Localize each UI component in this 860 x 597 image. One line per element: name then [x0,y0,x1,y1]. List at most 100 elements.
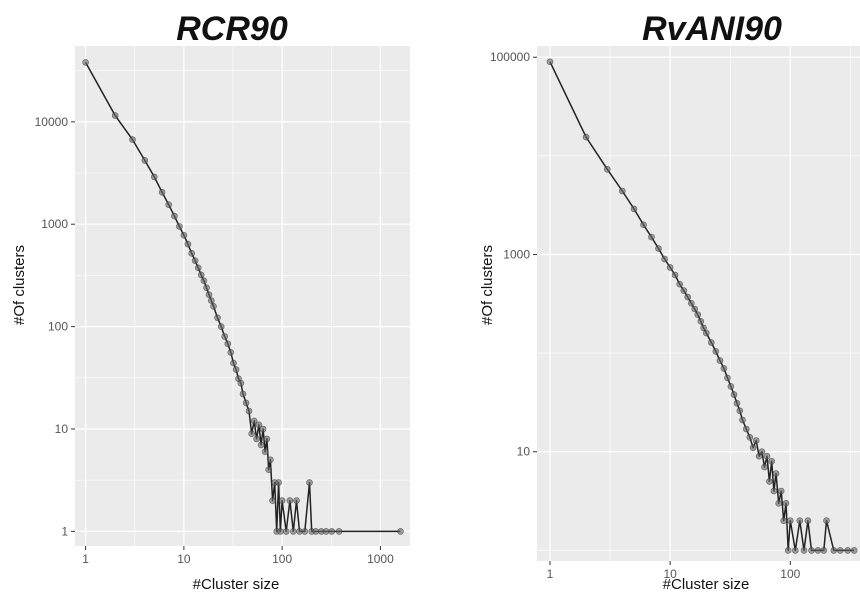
data-point [716,357,724,364]
data-point [261,448,269,456]
data-point [237,379,245,387]
data-point [700,324,707,332]
data-point [800,547,808,554]
x-tick-label: 10 [177,552,191,566]
data-point [784,547,792,554]
data-point [293,497,300,504]
data-point [245,407,253,415]
data-point [239,390,247,398]
data-point [766,478,773,485]
data-point [111,112,119,119]
data-point [603,166,611,173]
data-point [267,456,274,464]
data-point [277,528,284,535]
data-point [269,497,276,504]
data-point [768,457,776,465]
data-point [165,201,172,208]
data-point [208,297,215,304]
data-point [275,479,282,486]
data-point [684,293,692,301]
data-point [82,59,89,66]
data-point [775,499,783,507]
data-point [712,348,720,355]
data-point [823,517,830,525]
data-point [697,317,705,325]
data-point [749,444,757,452]
data-point [158,189,166,196]
data-point [282,528,290,535]
data-point [230,359,237,367]
plot-background [537,46,860,561]
data-point [214,314,221,322]
data-point [791,547,799,554]
data-point [648,233,655,241]
data-point [335,528,343,535]
data-point [796,517,804,525]
data-point [730,391,738,398]
data-point [265,466,273,474]
data-point [758,448,766,456]
data-point [278,497,286,504]
data-point [171,212,178,220]
y-tick-label: 1 [61,524,68,538]
data-point [312,528,320,535]
data-point [546,58,554,66]
data-point [763,452,771,460]
data-point [255,421,263,429]
data-point [694,311,702,319]
data-point [176,223,183,230]
data-point [707,339,715,346]
data-point [397,528,404,535]
data-point [322,528,330,535]
data-point [808,547,815,554]
x-tick-label: 1000 [367,552,394,566]
panel-title: RvANI90 [642,10,782,48]
data-point [191,257,199,265]
data-point [680,287,688,294]
x-tick-label: 100 [780,567,800,581]
data-point [151,173,158,181]
data-point [141,157,149,164]
data-point [727,383,735,390]
panel-rcr90: RCR90 #Of clusters #Cluster size 1 10 100 1… [11,10,410,593]
data-point [777,487,785,495]
data-point [739,416,746,424]
data-point [691,305,699,313]
data-point [194,264,202,272]
panel-rvani90: RvANI90 #Of clusters #Cluster size 1 10 10… [479,10,860,593]
data-point [582,133,590,141]
data-point [720,365,728,372]
data-point [200,277,208,285]
data-point [780,517,788,525]
y-tick-label: 10 [55,422,69,436]
data-point [782,499,790,507]
data-point [205,291,213,299]
data-point [259,425,267,433]
data-point [248,430,255,438]
data-point [752,437,760,444]
x-axis-title: #Cluster size [663,576,750,593]
data-point [301,528,309,535]
data-point [761,463,768,471]
data-point [702,329,710,337]
x-tick-label: 10 [663,567,677,581]
data-point [227,349,235,356]
x-axis-title: #Cluster size [193,576,280,593]
data-point [286,497,294,504]
data-point [772,470,780,477]
data-point [217,323,225,330]
data-point [232,366,240,373]
y-tick-label: 100000 [490,50,530,64]
y-tick-label: 100 [48,320,68,334]
data-point [184,240,192,248]
panel-title: RCR90 [176,10,288,48]
data-point [129,136,136,143]
y-tick-label: 10 [517,445,531,459]
data-point [733,399,741,407]
data-point [836,547,844,554]
data-point [188,250,195,257]
data-point [224,340,232,348]
data-point [203,284,210,292]
data-point [289,528,297,535]
data-point [210,302,217,310]
